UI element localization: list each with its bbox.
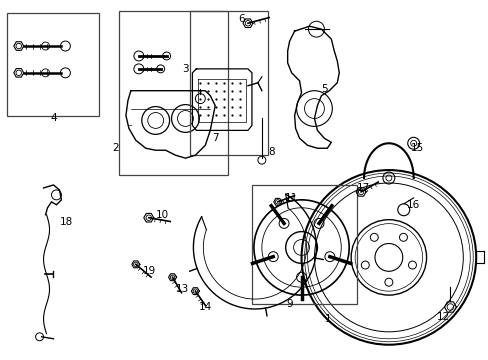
Text: 14: 14 [198,302,211,312]
Bar [7,13,99,116]
Text: 19: 19 [142,266,156,276]
Text: 13: 13 [175,284,188,294]
Text: 6: 6 [238,14,244,24]
Text: 2: 2 [112,143,119,153]
Bar [251,185,356,304]
Text: 3: 3 [182,64,189,74]
Text: 5: 5 [321,84,327,94]
Text: 4: 4 [50,113,57,123]
Text: 11: 11 [284,193,297,203]
Text: 10: 10 [155,210,168,220]
Text: 18: 18 [60,217,73,227]
Text: 9: 9 [286,299,292,309]
Text: 15: 15 [410,143,423,153]
Text: 7: 7 [211,133,218,143]
Text: 17: 17 [356,183,369,193]
Text: 1: 1 [324,314,330,324]
Bar [190,11,267,155]
Text: 12: 12 [436,312,449,322]
Text: 8: 8 [267,147,274,157]
Bar [119,11,228,175]
Text: 16: 16 [406,200,419,210]
